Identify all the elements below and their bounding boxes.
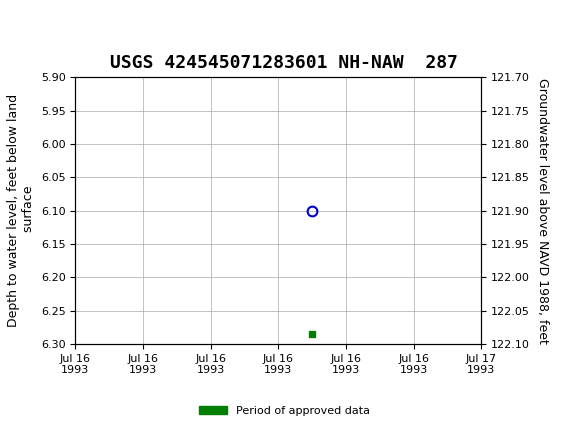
Legend: Period of approved data: Period of approved data xyxy=(194,401,374,420)
Y-axis label: Depth to water level, feet below land
 surface: Depth to water level, feet below land su… xyxy=(8,94,35,327)
Text: ▒USGS: ▒USGS xyxy=(12,9,66,30)
Y-axis label: Groundwater level above NAVD 1988, feet: Groundwater level above NAVD 1988, feet xyxy=(535,78,549,344)
Text: USGS 424545071283601 NH-NAW  287: USGS 424545071283601 NH-NAW 287 xyxy=(110,54,458,72)
